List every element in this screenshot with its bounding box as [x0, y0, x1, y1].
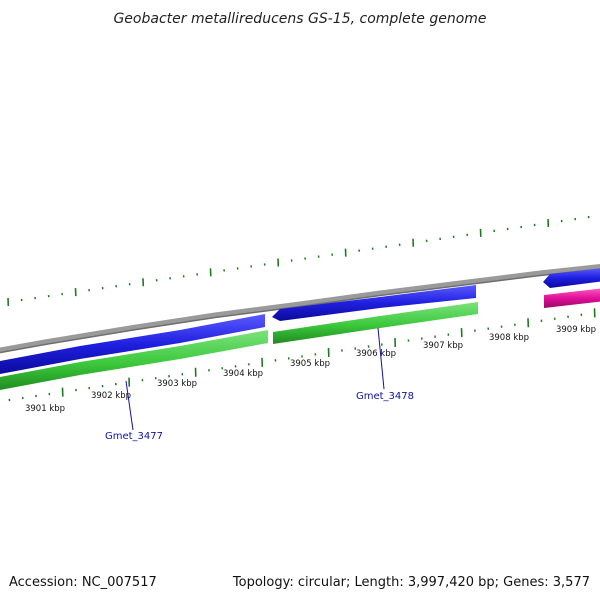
- gene-label-gmet-3477[interactable]: Gmet_3477: [105, 380, 163, 442]
- label-leader-line: [125, 380, 134, 431]
- tick-track-inner: [8, 308, 596, 402]
- gene-feature-forward[interactable]: [0, 314, 265, 375]
- label-leader-line: [377, 327, 385, 390]
- scale-label: 3909 kbp: [556, 325, 596, 335]
- map-title: Geobacter metallireducens GS-15, complet…: [113, 11, 486, 27]
- gene-name-label[interactable]: Gmet_3478: [356, 391, 414, 402]
- scale-label: 3903 kbp: [157, 379, 197, 389]
- scale-label: 3905 kbp: [290, 359, 330, 369]
- genome-backbone: [0, 264, 600, 353]
- gene-feature-reverse[interactable]: [0, 330, 268, 391]
- gene-feature-forward[interactable]: [272, 285, 476, 321]
- gene-name-label[interactable]: Gmet_3477: [105, 431, 163, 442]
- genome-backbone-shadow: [0, 268, 600, 354]
- scale-labels: 3901 kbp 3902 kbp 3903 kbp 3904 kbp 3905…: [25, 325, 596, 414]
- scale-label: 3902 kbp: [91, 391, 131, 401]
- accession-label: Accession: NC_007517: [9, 575, 157, 590]
- scale-label: 3901 kbp: [25, 404, 65, 414]
- tick-track-outer: [7, 215, 590, 307]
- scale-label: 3906 kbp: [356, 349, 396, 359]
- genome-summary-label: Topology: circular; Length: 3,997,420 bp…: [232, 575, 590, 590]
- scale-label: 3908 kbp: [489, 333, 529, 343]
- gene-feature-rna[interactable]: [544, 288, 600, 308]
- gene-feature-forward[interactable]: [543, 268, 600, 288]
- gene-label-gmet-3478[interactable]: Gmet_3478: [356, 327, 414, 402]
- scale-label: 3907 kbp: [423, 341, 463, 351]
- gene-feature-reverse[interactable]: [273, 302, 478, 344]
- scale-label: 3904 kbp: [223, 369, 263, 379]
